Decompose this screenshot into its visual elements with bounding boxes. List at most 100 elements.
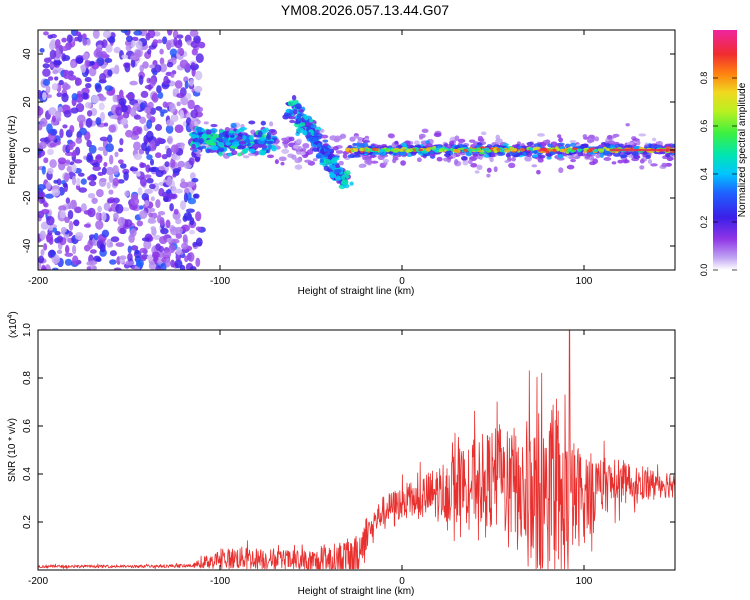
- halo-point: [647, 159, 653, 165]
- noise-point: [64, 216, 70, 224]
- noise-point: [155, 199, 161, 209]
- halo-point: [364, 159, 372, 165]
- noise-point: [119, 227, 126, 234]
- noise-point: [149, 207, 156, 213]
- trace-point: [230, 122, 237, 128]
- halo-point: [433, 132, 442, 138]
- noise-point: [109, 259, 117, 265]
- ytick-label: 0.4: [22, 467, 33, 481]
- trace-point: [267, 144, 272, 149]
- trace-point: [217, 136, 223, 142]
- stable-halo-point: [613, 153, 621, 157]
- arc-point: [296, 127, 304, 134]
- halo-point: [283, 144, 289, 149]
- noise-point: [166, 39, 172, 50]
- halo-point: [469, 156, 477, 162]
- arc-point: [319, 158, 324, 163]
- ytick-label: -20: [22, 190, 33, 205]
- noise-point: [75, 57, 84, 64]
- noise-point: [195, 53, 204, 64]
- noise-point: [164, 161, 170, 167]
- noise-point: [51, 115, 56, 123]
- stable-core-point: [545, 150, 550, 154]
- stable-core-point: [459, 147, 465, 151]
- stable-core-point: [631, 148, 635, 152]
- halo-point: [467, 159, 473, 165]
- stable-halo-point: [633, 145, 640, 150]
- stable-halo-point: [472, 153, 479, 157]
- noise-point: [189, 217, 195, 226]
- noise-point: [89, 249, 97, 254]
- noise-point: [39, 137, 49, 143]
- noise-point: [124, 190, 130, 197]
- trace-point: [240, 141, 245, 145]
- trace-point: [260, 120, 266, 126]
- stable-halo-point: [546, 156, 552, 160]
- arc-point: [322, 139, 329, 143]
- noise-point: [85, 39, 91, 46]
- noise-point: [193, 193, 200, 199]
- noise-point: [177, 160, 185, 168]
- stable-core-point: [633, 148, 637, 152]
- noise-point: [155, 243, 161, 251]
- noise-point: [109, 114, 119, 120]
- halo-point: [524, 155, 532, 162]
- arc-point: [294, 120, 301, 125]
- noise-point: [120, 30, 128, 34]
- noise-point: [158, 236, 168, 245]
- stable-core-point: [519, 147, 526, 152]
- noise-point: [166, 79, 171, 84]
- halo-point: [594, 136, 600, 142]
- arc-point: [297, 116, 302, 122]
- noise-point: [155, 106, 163, 111]
- stable-halo-point: [443, 143, 449, 147]
- noise-point: [75, 31, 82, 37]
- noise-point: [149, 64, 157, 69]
- noise-point: [54, 76, 59, 81]
- noise-point: [96, 44, 103, 49]
- xtick-label: -100: [210, 276, 230, 287]
- noise-point: [61, 53, 67, 62]
- noise-point: [47, 148, 54, 156]
- noise-point: [169, 48, 178, 57]
- noise-point: [118, 97, 127, 106]
- stable-core-point: [597, 148, 604, 152]
- noise-point: [55, 110, 62, 120]
- halo-point: [288, 136, 295, 142]
- snr-scale-label: (x104): [7, 311, 19, 338]
- noise-point: [174, 80, 183, 89]
- stable-core-point: [660, 148, 663, 152]
- stable-core-point: [612, 148, 615, 152]
- noise-point: [71, 244, 77, 255]
- halo-point: [636, 140, 641, 146]
- noise-point: [135, 259, 144, 268]
- noise-point: [139, 205, 144, 210]
- figure-title: YM08.2026.057.13.44.G07: [281, 2, 449, 18]
- noise-point: [84, 77, 92, 83]
- noise-point: [139, 116, 147, 124]
- noise-point: [63, 109, 72, 118]
- noise-point: [117, 216, 125, 227]
- noise-point: [79, 127, 87, 136]
- stable-core-point: [418, 148, 423, 152]
- noise-point: [181, 224, 190, 232]
- noise-point: [185, 208, 195, 213]
- stable-core-point: [625, 148, 629, 152]
- noise-point: [166, 61, 174, 68]
- arc-point: [308, 136, 314, 142]
- noise-point: [161, 83, 170, 88]
- trace-point: [218, 147, 225, 152]
- noise-point: [125, 260, 135, 266]
- noise-point: [40, 197, 46, 204]
- noise-point: [91, 197, 98, 204]
- stable-core-point: [664, 146, 672, 150]
- halo-point: [281, 140, 289, 145]
- halo-point: [474, 170, 480, 174]
- xtick-label: 100: [576, 276, 593, 287]
- noise-point: [101, 211, 107, 222]
- halo-point: [306, 149, 314, 155]
- noise-point: [151, 92, 159, 103]
- stable-halo-point: [577, 151, 584, 157]
- halo-point: [639, 165, 645, 170]
- noise-point: [190, 109, 199, 119]
